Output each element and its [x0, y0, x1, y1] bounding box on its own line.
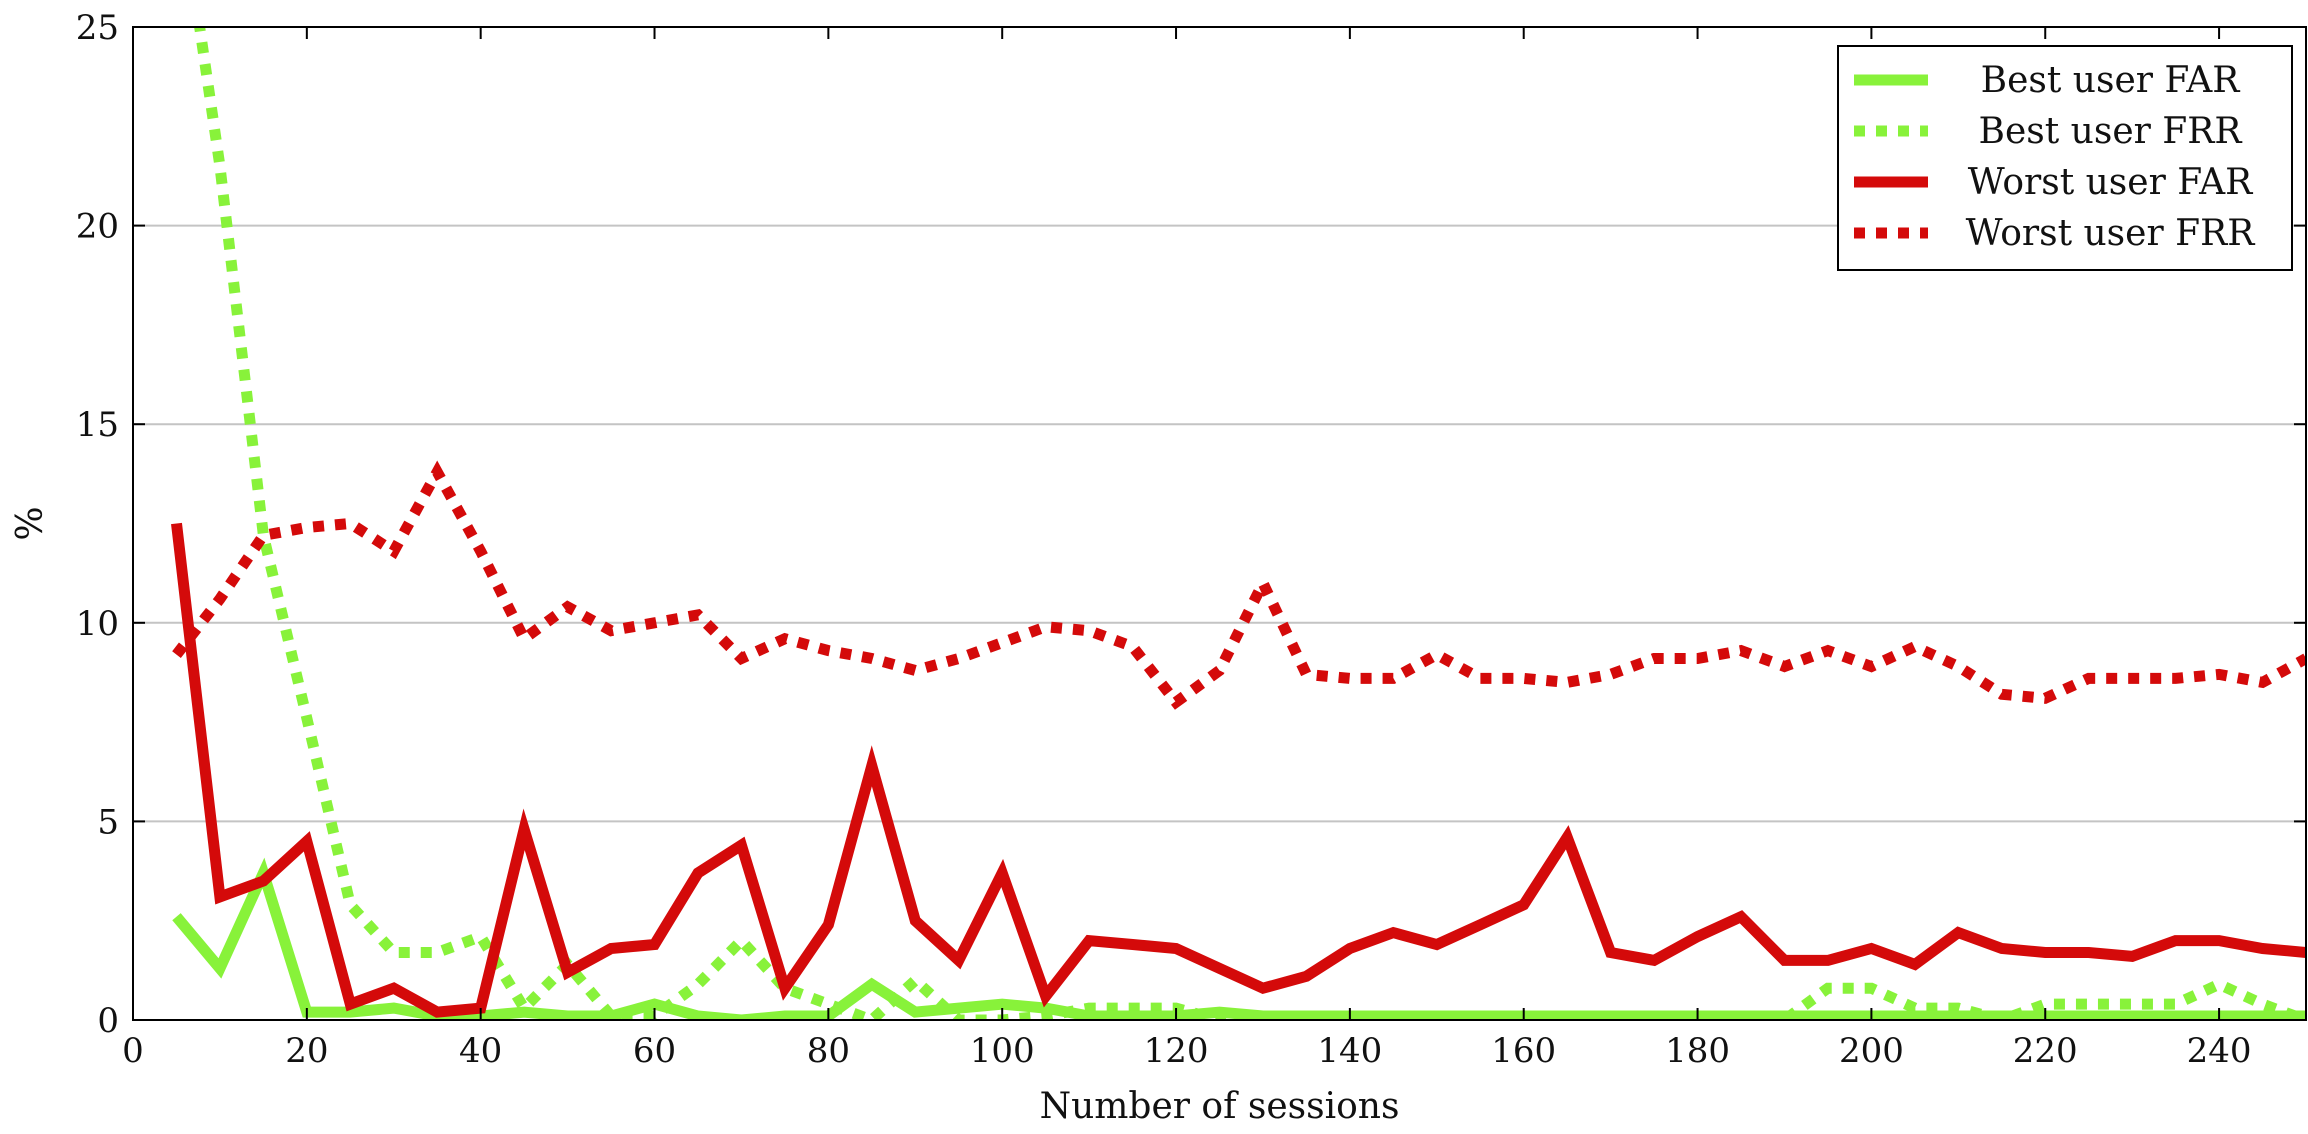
series-line-best-user-frr	[194, 27, 2306, 1020]
x-tick-label: 200	[1839, 1031, 1904, 1071]
series-line-worst-user-frr	[172, 460, 2306, 710]
x-tick-label: 0	[122, 1031, 144, 1071]
legend-box	[1837, 45, 2293, 271]
x-tick-label: 20	[285, 1031, 328, 1071]
y-tick-label: 25	[76, 8, 119, 48]
legend-label: Best user FAR	[1981, 60, 2241, 101]
series-line-best-user-far	[172, 857, 2306, 1020]
x-tick-label: 80	[807, 1031, 850, 1071]
gridlines	[133, 224, 2306, 823]
x-tick-label: 120	[1144, 1031, 1209, 1071]
x-tick-label: 140	[1317, 1031, 1382, 1071]
plot-frame	[132, 26, 2307, 1021]
x-tick-label: 180	[1665, 1031, 1730, 1071]
series-lines	[171, 27, 2306, 1020]
legend-label: Best user FRR	[1979, 111, 2243, 152]
y-tick-label: 20	[76, 207, 119, 247]
x-tick-label: 160	[1491, 1031, 1556, 1071]
x-tick-label: 240	[2187, 1031, 2252, 1071]
legend: Best user FAR Best user FRR Worst user FAR…	[1837, 45, 2293, 271]
series-line-worst-user-far	[171, 522, 2306, 1018]
x-tick-label: 220	[2013, 1031, 2078, 1071]
legend-label: Worst user FAR	[1968, 162, 2253, 203]
x-tick-label: 60	[633, 1031, 676, 1071]
x-axis-title: Number of sessions	[1040, 1086, 1400, 1127]
y-axis-title: %	[10, 506, 51, 540]
legend-label: Worst user FRR	[1966, 213, 2256, 254]
y-tick-label: 0	[97, 1001, 119, 1041]
y-tick-label: 10	[76, 604, 119, 644]
y-tick-label: 15	[76, 405, 119, 445]
x-tick-label: 40	[459, 1031, 502, 1071]
x-tick-label: 100	[970, 1031, 1035, 1071]
axis-ticks: 0 20 40 60 80 100 120 140 160 180 200 220 240 0 5 10 15 2…	[76, 8, 2306, 1071]
y-tick-label: 5	[97, 802, 119, 842]
